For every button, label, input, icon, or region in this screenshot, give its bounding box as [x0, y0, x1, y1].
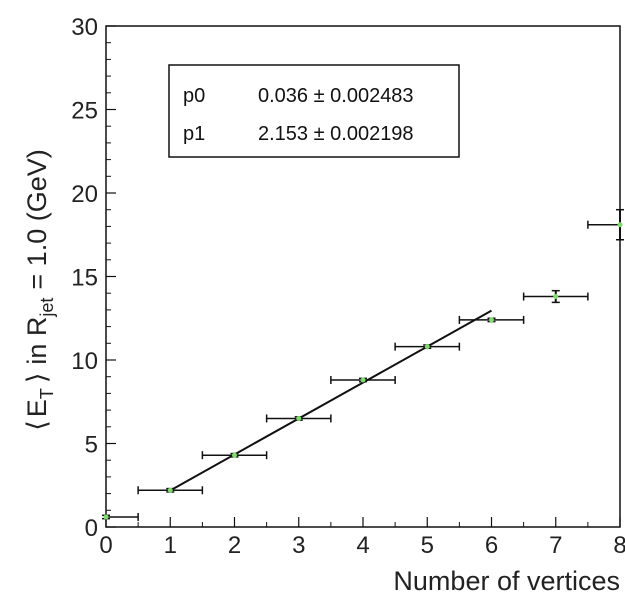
y-title-suffix: = 1.0 (GeV) [22, 149, 52, 289]
data-point [553, 294, 559, 300]
data-point [424, 344, 430, 350]
y-title-quantity-sub: T [37, 388, 57, 399]
y-tick-label: 25 [71, 98, 98, 125]
x-tick-label: 0 [99, 532, 112, 559]
y-axis: 0 5 10 15 20 25 30 [71, 14, 116, 542]
data-point [232, 452, 237, 458]
y-title-region-sub: jet [37, 298, 57, 318]
y-title-in-text: in R [22, 317, 52, 365]
data-point [167, 487, 173, 493]
fit-param-name: p0 [183, 85, 205, 107]
y-title-close-bracket: ⟩ [22, 373, 52, 384]
fit-param-value: 0.036 ± 0.002483 [258, 85, 414, 107]
y-tick-label: 20 [71, 181, 98, 208]
x-tick-label: 2 [228, 532, 241, 559]
x-axis: 0 1 2 3 4 5 6 7 8 [99, 517, 625, 559]
fit-param-name: p1 [183, 123, 205, 145]
x-tick-label: 5 [421, 532, 434, 559]
data-point [296, 415, 302, 421]
x-tick-label: 6 [485, 532, 498, 559]
y-tick-label: 30 [71, 14, 98, 41]
y-title-quantity: E [22, 399, 52, 417]
fit-box-frame [168, 64, 460, 158]
fit-line [169, 309, 492, 492]
y-tick-label: 0 [85, 515, 98, 542]
y-axis-title: ⟨ ET ⟩ in Rjet = 1.0 (GeV) [22, 149, 57, 430]
x-tick-label: 4 [356, 532, 369, 559]
data-points [102, 208, 624, 521]
x-tick-label: 3 [292, 532, 305, 559]
y-tick-label: 15 [71, 265, 98, 292]
x-tick-label: 1 [164, 532, 177, 559]
fit-parameters-box: p0 0.036 ± 0.002483 p1 2.153 ± 0.002198 [168, 64, 460, 158]
y-tick-label: 5 [85, 432, 98, 459]
data-point [360, 377, 366, 383]
x-axis-title: Number of vertices [393, 566, 620, 596]
data-point [103, 514, 109, 520]
y-tick-label: 10 [71, 348, 98, 375]
x-tick-label: 7 [549, 532, 562, 559]
x-tick-label: 8 [613, 532, 625, 559]
fit-param-value: 2.153 ± 0.002198 [258, 123, 414, 145]
y-title-open-bracket: ⟨ [22, 420, 52, 431]
data-point [617, 222, 623, 228]
data-point [489, 317, 494, 323]
